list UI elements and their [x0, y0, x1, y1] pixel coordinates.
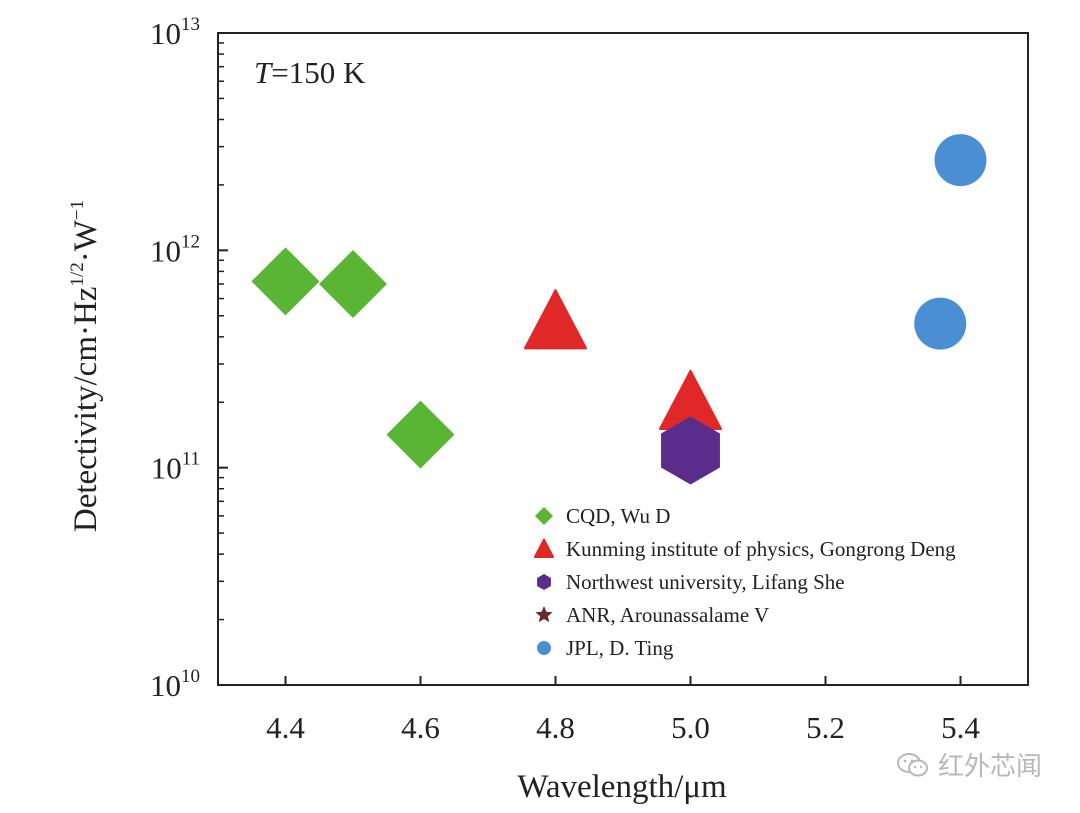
watermark-text: 红外芯闻	[937, 752, 1042, 782]
legend-label: JPL, D. Ting	[566, 636, 674, 660]
temperature-annotation: T=150 K	[254, 55, 366, 90]
y-tick-label: 1013	[150, 14, 200, 51]
legend-marker-diamond	[535, 507, 553, 525]
legend-marker-circle	[537, 641, 551, 655]
x-tick-label: 5.2	[806, 710, 845, 745]
legend-label: CQD, Wu D	[566, 504, 670, 528]
legend-marker-triangle	[533, 538, 555, 559]
wechat-icon	[896, 752, 928, 776]
data-point-diamond	[319, 249, 387, 318]
data-point-diamond	[251, 247, 320, 316]
x-axis: 4.4 4.6 4.8 5.0 5.2 5.4	[266, 676, 980, 745]
data-point-circle	[914, 297, 967, 350]
data-markers	[251, 134, 987, 485]
data-point-hexagon	[661, 416, 720, 485]
x-axis-title: Wavelength/μm	[517, 769, 727, 805]
y-tick-label: 1012	[150, 231, 200, 268]
x-tick-label: 4.6	[401, 710, 440, 745]
watermark: 红外芯闻	[896, 746, 1042, 783]
y-tick-label: 1011	[151, 449, 200, 486]
x-tick-label: 5.4	[941, 710, 980, 745]
plot-border	[217, 32, 1029, 686]
plot-frame	[217, 32, 1029, 686]
legend-label: Northwest university, Lifang She	[566, 570, 845, 594]
x-tick-label: 4.4	[266, 710, 305, 745]
y-axis: 1010 1011 1012 1013	[150, 14, 228, 703]
data-point-diamond	[386, 400, 455, 469]
y-tick-label: 1010	[150, 666, 200, 703]
legend-marker-star	[535, 606, 553, 623]
x-tick-label: 5.0	[671, 710, 710, 745]
legend-marker-hexagon	[537, 574, 551, 590]
legend-label: Kunming institute of physics, Gongrong D…	[566, 537, 956, 561]
data-point-circle	[934, 134, 987, 187]
data-point-triangle	[523, 289, 588, 350]
x-tick-label: 4.8	[536, 710, 575, 745]
legend-label: ANR, Arounassalame V	[566, 603, 769, 627]
y-axis-title: Detectivity/cm·Hz1/2·W−1	[67, 200, 104, 532]
legend: CQD, Wu D Kunming institute of physics, G…	[533, 504, 956, 660]
